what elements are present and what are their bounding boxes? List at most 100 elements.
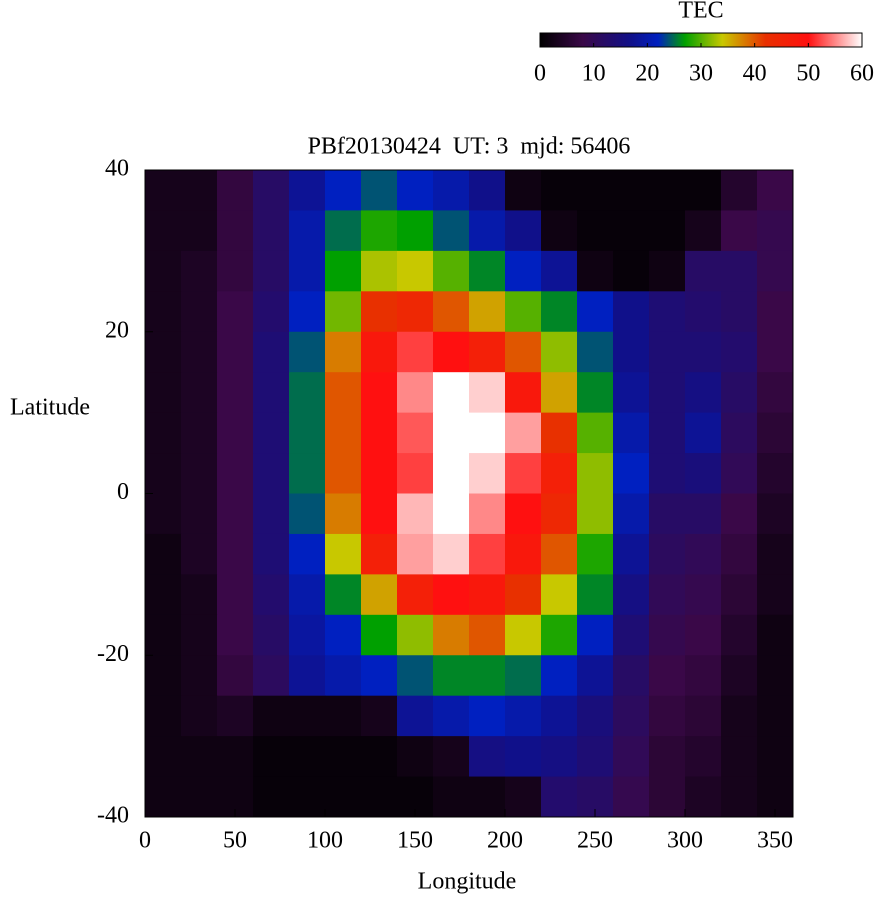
heatmap-cell: [217, 250, 254, 292]
heatmap-cell: [181, 210, 218, 252]
heatmap-cell: [721, 736, 758, 778]
heatmap-cell: [505, 614, 542, 656]
heatmap-cell: [145, 331, 182, 373]
heatmap-cell: [685, 574, 722, 616]
heatmap-cell: [397, 291, 434, 333]
heatmap-cell: [289, 574, 326, 616]
heatmap-cell: [649, 736, 686, 778]
heatmap-cell: [253, 695, 290, 737]
heatmap-cell: [361, 574, 398, 616]
heatmap-cell: [757, 372, 794, 414]
heatmap-cell: [433, 291, 470, 333]
heatmap-cell: [289, 250, 326, 292]
heatmap-cell: [541, 695, 578, 737]
heatmap-cell: [541, 291, 578, 333]
heatmap-cell: [433, 412, 470, 454]
heatmap-cell: [649, 533, 686, 575]
heatmap-cell: [397, 372, 434, 414]
heatmap-cell: [685, 776, 722, 818]
heatmap-cell: [289, 170, 326, 211]
heatmap-cell: [145, 412, 182, 454]
heatmap-cell: [289, 210, 326, 252]
heatmap-cell: [217, 736, 254, 778]
heatmap-cell: [649, 695, 686, 737]
heatmap-cell: [361, 412, 398, 454]
heatmap-cell: [685, 210, 722, 252]
heatmap-cell: [541, 776, 578, 818]
heatmap-cell: [649, 170, 686, 211]
heatmap-cell: [181, 695, 218, 737]
heatmap-cell: [613, 412, 650, 454]
heatmap-cell: [253, 412, 290, 454]
heatmap-cell: [721, 533, 758, 575]
heatmap-cell: [505, 574, 542, 616]
heatmap-cell: [325, 210, 362, 252]
heatmap-cell: [361, 614, 398, 656]
heatmap-cell: [289, 453, 326, 494]
heatmap-cell: [505, 776, 542, 818]
heatmap-cell: [469, 533, 506, 575]
heatmap-cell: [469, 614, 506, 656]
colorbar-title: TEC: [678, 0, 723, 24]
heatmap-cell: [145, 291, 182, 333]
heatmap-cell: [181, 372, 218, 414]
x-axis-label: Longitude: [418, 869, 517, 895]
heatmap-cell: [541, 331, 578, 373]
heatmap-cell: [289, 331, 326, 373]
heatmap-cell: [181, 614, 218, 656]
heatmap-cell: [217, 210, 254, 252]
heatmap-cell: [613, 614, 650, 656]
heatmap-cell: [649, 210, 686, 252]
x-tick-label: 200: [487, 828, 523, 854]
heatmap-cell: [577, 453, 614, 494]
heatmap-cell: [145, 776, 182, 818]
heatmap-cell: [505, 736, 542, 778]
heatmap-cell: [721, 574, 758, 616]
heatmap-cell: [145, 736, 182, 778]
heatmap-cell: [469, 736, 506, 778]
heatmap-cell: [433, 493, 470, 535]
heatmap-cell: [685, 331, 722, 373]
heatmap-cell: [577, 331, 614, 373]
y-axis-label: Latitude: [10, 395, 90, 421]
heatmap-cell: [181, 776, 218, 818]
heatmap-cell: [217, 453, 254, 494]
heatmap-cell: [577, 533, 614, 575]
colorbar-tick-label: 60: [850, 61, 874, 87]
heatmap-cell: [613, 776, 650, 818]
heatmap-cell: [505, 291, 542, 333]
y-tick-label: 40: [105, 156, 129, 182]
heatmap-cell: [757, 412, 794, 454]
heatmap-cell: [685, 250, 722, 292]
heatmap-cell: [613, 736, 650, 778]
y-tick-label: 0: [117, 479, 129, 505]
heatmap-cell: [253, 776, 290, 818]
heatmap-cell: [253, 736, 290, 778]
heatmap-cell: [541, 736, 578, 778]
heatmap-cell: [541, 574, 578, 616]
heatmap-cell: [145, 210, 182, 252]
heatmap-cell: [325, 574, 362, 616]
heatmap-cell: [469, 372, 506, 414]
heatmap-cell: [613, 453, 650, 494]
heatmap-cell: [469, 291, 506, 333]
heatmap-cell: [469, 250, 506, 292]
x-tick-label: 300: [667, 828, 703, 854]
heatmap-cell: [757, 170, 794, 211]
heatmap-cell: [181, 736, 218, 778]
colorbar-tick-label: 0: [534, 61, 546, 87]
heatmap-cell: [361, 655, 398, 697]
heatmap-cell: [721, 655, 758, 697]
heatmap-cell: [361, 493, 398, 535]
heatmap-cell: [469, 412, 506, 454]
heatmap-cell: [577, 574, 614, 616]
heatmap-cell: [397, 574, 434, 616]
heatmap-cell: [145, 695, 182, 737]
heatmap-cell: [757, 210, 794, 252]
heatmap-cell: [613, 533, 650, 575]
heatmap-cell: [469, 170, 506, 211]
heatmap-cell: [325, 736, 362, 778]
heatmap-cell: [721, 210, 758, 252]
heatmap-cell: [649, 574, 686, 616]
heatmap-cell: [577, 210, 614, 252]
